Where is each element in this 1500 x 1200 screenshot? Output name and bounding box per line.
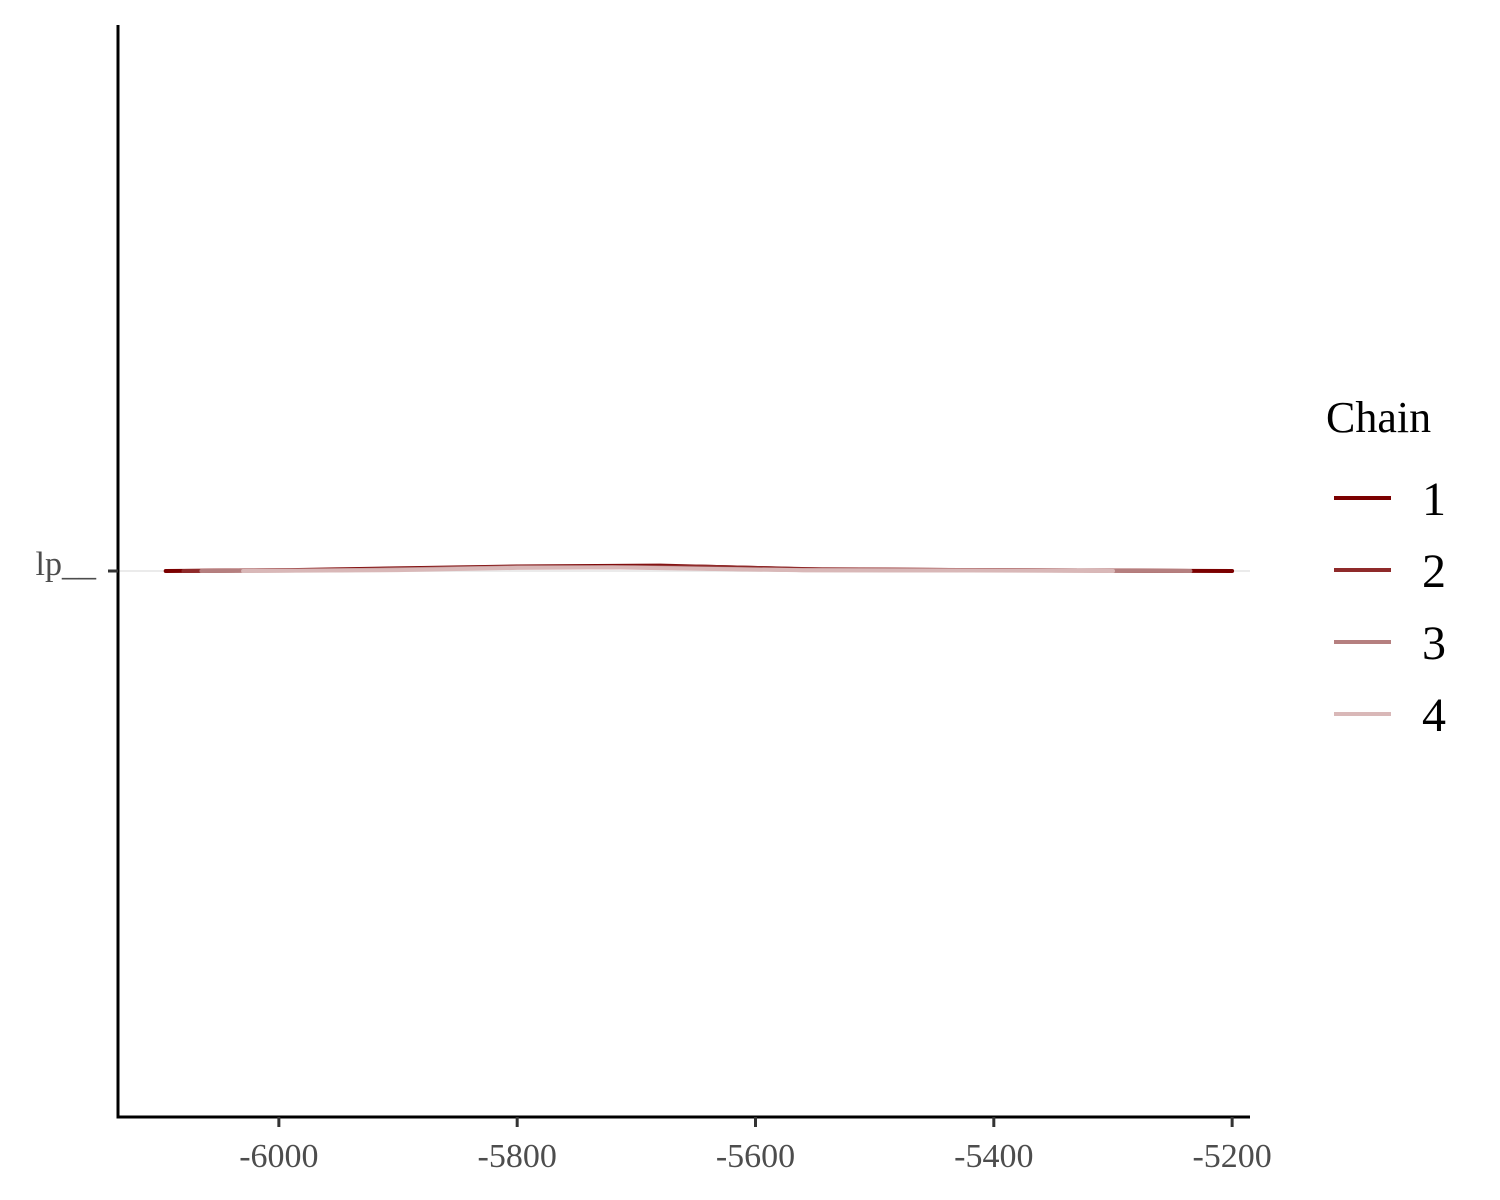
legend-label-chain-2: 2 — [1422, 545, 1446, 598]
x-tick-label: -5400 — [954, 1138, 1033, 1175]
legend-label-chain-4: 4 — [1422, 689, 1446, 742]
x-tick-label: -6000 — [239, 1138, 318, 1175]
legend-title: Chain — [1326, 393, 1431, 442]
axis-layer: -6000 -5800 -5600 -5400 -5200 lp__ — [36, 25, 1272, 1175]
series-line-chain-4 — [241, 565, 1115, 573]
x-tick-label: -5200 — [1192, 1138, 1271, 1175]
legend-label-chain-3: 3 — [1422, 617, 1446, 670]
legend-label-chain-1: 1 — [1422, 473, 1446, 526]
x-tick-label: -5600 — [716, 1138, 795, 1175]
x-tick-label: -5800 — [478, 1138, 557, 1175]
legend: Chain 1 2 3 4 — [1326, 393, 1446, 742]
series-layer — [163, 563, 1235, 573]
y-tick-label: lp__ — [36, 546, 97, 583]
